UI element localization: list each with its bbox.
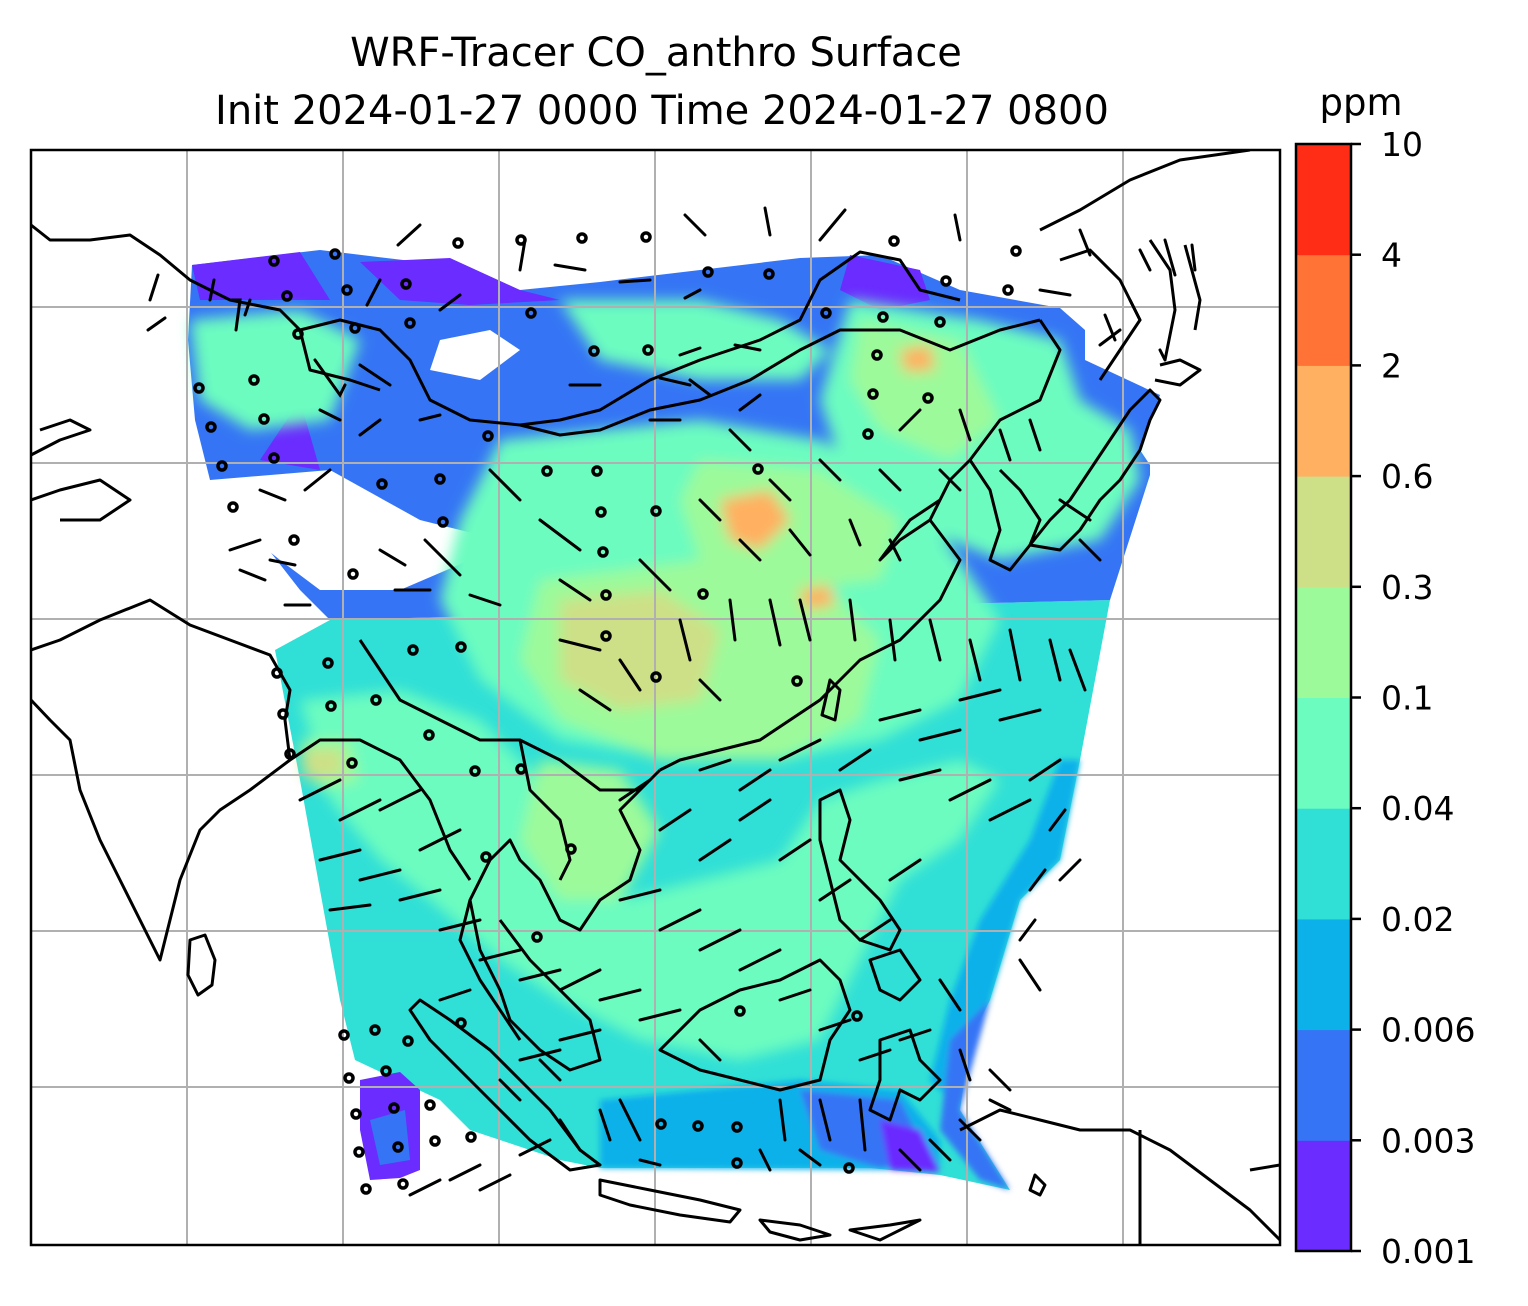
colorbar-tick-label: 0.003 [1381, 1121, 1475, 1160]
coastline-japan [1028, 388, 1162, 552]
colorbar-segment [1296, 144, 1351, 256]
coastline-borneo [658, 958, 852, 1092]
wind-calm-markers [193, 231, 1022, 1195]
coastline-korea [968, 459, 1042, 572]
colorbar-ticks: 10 4 2 0.6 0.3 0.1 0.04 0.02 0.006 0.003 0.001 [1351, 125, 1475, 1271]
colorbar-tick-label: 0.3 [1381, 568, 1433, 607]
colorbar-tick-label: 0.1 [1381, 679, 1433, 718]
colorbar-segment [1296, 254, 1351, 366]
map-panel [31, 150, 1280, 1245]
colorbar-segment [1296, 476, 1351, 588]
coastline-sri-lanka [186, 933, 217, 997]
wind-barbs [146, 206, 1197, 1197]
colorbar-segment [1296, 1140, 1351, 1252]
colorbar-unit-label: ppm [1319, 81, 1402, 124]
map-title-line2: Init 2024-01-27 0000 Time 2024-01-27 080… [215, 88, 1109, 134]
colorbar-segment [1296, 1029, 1351, 1141]
colorbar-tick-label: 0.6 [1381, 457, 1433, 496]
colorbar-segment [1296, 918, 1351, 1031]
map-frame [29, 148, 1282, 1247]
coastline-india [31, 598, 292, 962]
coastline-java [598, 1178, 742, 1224]
colorbar-segment [1296, 586, 1351, 698]
coastline-taiwan [820, 678, 842, 722]
wind-barb-lines [146, 206, 1197, 1197]
colorbar-segment [1296, 365, 1351, 477]
colorbar-segments [1296, 144, 1351, 1252]
colorbar-tick-label: 0.006 [1381, 1011, 1475, 1050]
colorbar-tick-label: 4 [1381, 236, 1402, 275]
colorbar-segment [1296, 808, 1351, 920]
coastline-sulawesi [868, 1028, 942, 1122]
colorbar-segment [1296, 697, 1351, 809]
coastline-china-east [659, 319, 1062, 772]
gridlines [31, 150, 1280, 1245]
coastline-malay-peninsula [468, 899, 602, 1072]
coastline-philippines [818, 788, 902, 952]
coastline-indochina [458, 768, 662, 1041]
colorbar-tick-label: 2 [1381, 346, 1402, 385]
coastline-sumatra [408, 998, 602, 1172]
colorbar-tick-label: 0.04 [1381, 789, 1454, 828]
colorbar-tick-label: 0.001 [1381, 1232, 1475, 1271]
coastline-new-guinea [959, 1108, 1280, 1242]
colorbar-tick-label: 10 [1381, 125, 1423, 164]
map-title-line1: WRF-Tracer CO_anthro Surface [350, 30, 962, 76]
coastlines [31, 150, 1280, 1245]
colorbar-tick-label: 0.02 [1381, 900, 1454, 939]
colorbar: 10 4 2 0.6 0.3 0.1 0.04 0.02 0.006 0.003 0.001 ppm [1294, 81, 1475, 1271]
